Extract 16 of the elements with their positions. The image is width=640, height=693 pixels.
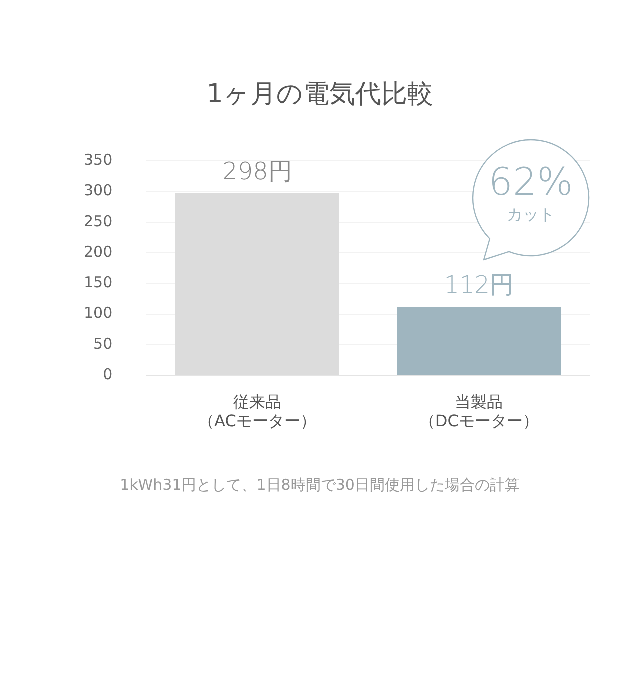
y-tick-label: 350	[84, 151, 113, 170]
chart-title: 1ヶ月の電気代比較	[206, 79, 434, 110]
x-tick-label: 従来品（ACモーター）	[198, 392, 316, 431]
x-tick-label: 当製品（DCモーター）	[419, 392, 539, 431]
y-tick-label: 50	[94, 334, 113, 353]
text: 1kWh31円として、1日8時間で30日間使用した場合の計算	[119, 476, 521, 495]
y-tick-label: 100	[84, 304, 113, 322]
y-tick-label: 250	[84, 212, 113, 230]
annotation: 62%	[488, 160, 574, 204]
y-tick-label: 300	[84, 182, 113, 200]
y-tick-label: 0	[103, 365, 113, 384]
data-label: 298円	[222, 157, 292, 186]
data-label: 112円	[444, 271, 514, 300]
annotation: カット	[506, 204, 556, 226]
y-tick-label: 200	[84, 242, 113, 261]
y-tick-label: 150	[84, 274, 113, 292]
